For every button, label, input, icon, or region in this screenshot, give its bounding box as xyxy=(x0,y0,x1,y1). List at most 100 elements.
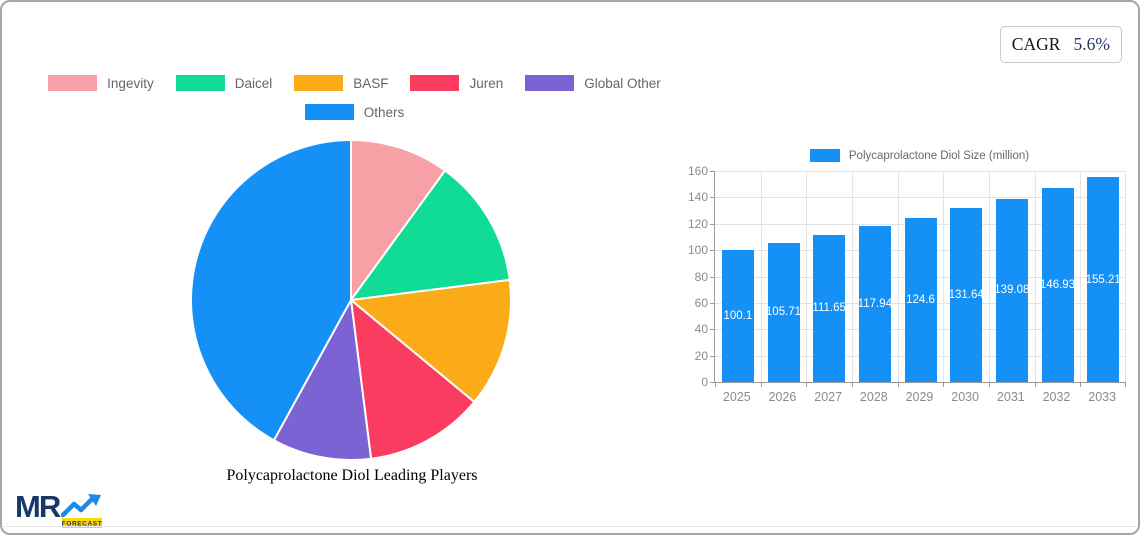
x-axis-label: 2029 xyxy=(905,390,934,404)
bar-value-label: 117.94 xyxy=(857,298,892,311)
legend-label: Global Other xyxy=(584,75,661,91)
x-tick xyxy=(760,383,762,387)
bar-2032[interactable]: 146.93 xyxy=(1039,188,1076,382)
logo-forecast-text: FORECAST xyxy=(62,521,103,528)
x-tick xyxy=(715,383,716,387)
x-axis-label: 2028 xyxy=(859,390,888,404)
pie-legend-item-global-other[interactable]: Global Other xyxy=(525,75,661,91)
legend-swatch xyxy=(48,75,98,91)
x-axis-label: 2027 xyxy=(814,390,843,404)
bar-chart: Polycaprolactone Diol Size (million) 100… xyxy=(682,147,1137,417)
bar-plot-area[interactable]: 100.1 105.71 111.65 117.94 124.6 131.64 139.08… xyxy=(710,171,1126,387)
gridline xyxy=(897,171,899,382)
gridline xyxy=(715,171,1126,172)
x-axis-label: 2025 xyxy=(722,390,751,404)
bar-2028[interactable]: 117.94 xyxy=(857,226,892,382)
x-axis-label: 2033 xyxy=(1088,390,1117,404)
pie-legend-item-ingevity[interactable]: Ingevity xyxy=(48,75,154,91)
bar-legend-item[interactable]: Polycaprolactone Diol Size (million) xyxy=(714,149,1125,162)
bar-value-label: 124.6 xyxy=(906,293,935,306)
logo-mr-text: MR xyxy=(15,489,61,524)
bar-2027[interactable]: 111.65 xyxy=(812,234,846,382)
logo-arrow-icon: FORECAST xyxy=(61,494,103,528)
pie-slice-global-other[interactable] xyxy=(272,299,373,462)
bar-value-label: 105.71 xyxy=(765,306,802,319)
bar-value-label: 155.21 xyxy=(1085,273,1121,286)
bar-2030[interactable]: 131.64 xyxy=(949,208,984,382)
pie-legend: Ingevity Daicel BASF Juren Global Other Other… xyxy=(32,75,677,120)
cagr-value: 5.6% xyxy=(1073,34,1110,54)
y-tick xyxy=(710,382,714,383)
legend-label: BASF xyxy=(353,75,389,91)
y-tick xyxy=(710,355,714,357)
bar-2025[interactable]: 100.1 xyxy=(721,250,754,382)
pie-legend-item-basf[interactable]: BASF xyxy=(294,75,388,91)
pie-slice-daicel[interactable] xyxy=(350,169,511,301)
bar-legend-swatch xyxy=(809,149,840,162)
legend-swatch xyxy=(410,75,460,91)
y-tick xyxy=(710,223,714,225)
y-tick xyxy=(710,171,714,172)
pie-chart[interactable] xyxy=(189,138,513,462)
y-tick xyxy=(710,329,714,331)
bar-value-label: 111.65 xyxy=(812,302,846,315)
y-tick xyxy=(710,302,714,304)
legend-swatch xyxy=(294,75,344,91)
y-axis-label: 120 xyxy=(687,216,708,231)
y-tick xyxy=(710,276,714,278)
bar-value-label: 146.93 xyxy=(1039,279,1076,292)
bar-legend-label: Polycaprolactone Diol Size (million) xyxy=(848,149,1030,162)
gridline xyxy=(943,171,945,382)
pie-chart-title: Polycaprolactone Diol Leading Players xyxy=(226,467,478,484)
pie-slice-basf[interactable] xyxy=(350,278,513,403)
gridline xyxy=(760,171,762,382)
bar-2033[interactable]: 155.21 xyxy=(1085,177,1121,382)
y-tick xyxy=(710,197,714,199)
legend-swatch xyxy=(175,75,225,91)
legend-swatch xyxy=(525,75,575,91)
bar-value-label: 100.1 xyxy=(723,310,753,322)
y-axis-label: 40 xyxy=(694,322,708,337)
x-tick xyxy=(897,383,899,387)
x-axis-label: 2026 xyxy=(768,390,797,404)
gridline xyxy=(1034,171,1036,382)
gridline xyxy=(989,171,990,382)
gridline xyxy=(806,171,808,382)
pie-legend-item-daicel[interactable]: Daicel xyxy=(175,75,273,91)
pie-legend-item-juren[interactable]: Juren xyxy=(410,75,503,91)
x-axis-label: 2032 xyxy=(1042,390,1071,404)
y-axis-label: 160 xyxy=(687,164,708,178)
gridline xyxy=(1080,171,1082,382)
x-tick xyxy=(943,383,945,387)
bottom-divider xyxy=(4,526,1136,527)
bar-2029[interactable]: 124.6 xyxy=(904,217,937,382)
pie-slice-juren[interactable] xyxy=(350,299,476,460)
x-axis-label: 2031 xyxy=(996,390,1025,404)
x-tick xyxy=(1125,383,1126,387)
bar-2031[interactable]: 139.08 xyxy=(994,198,1030,382)
y-axis-label: 80 xyxy=(694,269,708,284)
cagr-label: CAGR xyxy=(1011,34,1061,54)
gridline xyxy=(1125,171,1126,382)
pie-slice-ingevity[interactable] xyxy=(350,139,447,301)
mr-forecast-logo: MR FORECAST xyxy=(15,489,105,529)
bar-value-label: 139.08 xyxy=(994,284,1030,297)
x-tick xyxy=(1080,383,1082,387)
x-tick xyxy=(852,383,853,387)
x-tick xyxy=(1034,383,1036,387)
gridline xyxy=(715,197,1126,199)
legend-label: Juren xyxy=(469,75,504,91)
gridline xyxy=(852,171,853,382)
x-tick xyxy=(989,383,990,387)
legend-label: Ingevity xyxy=(107,75,154,91)
bar-2026[interactable]: 105.71 xyxy=(765,242,802,382)
pie-slice-others[interactable] xyxy=(190,139,352,442)
legend-label: Daicel xyxy=(234,75,273,91)
legend-label: Others xyxy=(363,104,405,120)
y-axis-label: 0 xyxy=(701,375,708,389)
y-axis-label: 60 xyxy=(694,295,708,310)
pie-legend-item-others[interactable]: Others xyxy=(304,104,405,120)
cagr-badge: CAGR 5.6% xyxy=(999,26,1122,63)
y-axis-label: 140 xyxy=(687,190,708,205)
